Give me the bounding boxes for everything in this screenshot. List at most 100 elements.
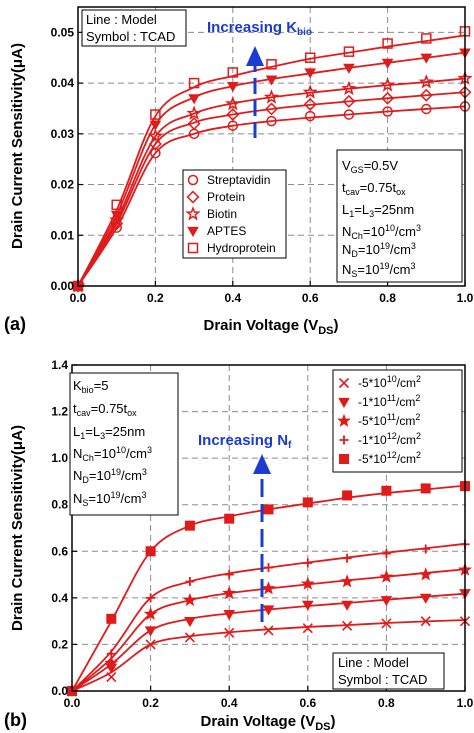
tcad-point — [224, 513, 235, 524]
legend-label: -5*1010/cm2 — [358, 374, 421, 390]
tcad-point — [301, 600, 314, 611]
tcad-point — [104, 655, 119, 669]
x-axis-title-a: Drain Voltage (VDS) — [203, 317, 338, 337]
info-line-symbol-a: Symbol : TCAD — [86, 29, 175, 44]
tcad-point — [185, 577, 195, 587]
tcad-point — [263, 504, 274, 515]
tcad-point — [341, 600, 353, 611]
legend-label: -1*1012/cm2 — [358, 431, 421, 447]
y-tick-label: 0.01 — [51, 228, 75, 242]
tcad-point — [381, 618, 392, 629]
tcad-point — [264, 563, 273, 573]
y-tick-label: 0.05 — [51, 25, 75, 39]
y-axis-title-b: Drain Current Sensitivity(μA) — [9, 425, 26, 631]
tcad-point — [420, 483, 431, 494]
tcad-point — [343, 46, 355, 57]
svg-text:VGS=0.5V: VGS=0.5V — [342, 158, 398, 175]
tcad-point — [421, 103, 432, 115]
y-tick-label: 0.4 — [51, 591, 68, 605]
panel-label-b: (b) — [4, 710, 27, 730]
param-lines-a: VGS=0.5V tcav=0.75tox L1=L3=25nm NCh=101… — [342, 158, 421, 279]
tcad-point — [380, 596, 393, 607]
x-tick-label: 0.2 — [142, 696, 159, 710]
tcad-point — [224, 627, 235, 638]
legend-marker — [185, 206, 201, 221]
legend-label: -5*1011/cm2 — [358, 412, 420, 428]
legend-marker — [338, 397, 350, 408]
tcad-point — [184, 617, 196, 628]
tcad-point — [223, 610, 236, 621]
tcad-point — [302, 623, 313, 634]
y-tick-label: 0.00 — [51, 279, 75, 293]
increasing-kbio-annotation: Increasing Kbio — [207, 19, 312, 138]
x-tick-label: 0.2 — [147, 291, 164, 305]
tcad-points-a — [70, 26, 473, 293]
legend-marker — [337, 413, 351, 427]
tcad-point — [150, 109, 161, 120]
x-tick-label: 0.6 — [299, 696, 316, 710]
tcad-point — [302, 84, 318, 99]
tcad-point — [226, 82, 239, 93]
y-tick-label: 0.04 — [51, 76, 75, 90]
tcad-point — [145, 546, 156, 557]
tcad-point — [265, 102, 278, 116]
ticks-b: 0.0 0.2 0.4 0.6 0.8 1.0 0.0 0.2 0.4 0.6 0.8 1.0 1.2 1… — [51, 358, 473, 710]
svg-text:ND=1019/cm3: ND=1019/cm3 — [73, 467, 147, 485]
tcad-point — [266, 59, 277, 70]
x-tick-label: 0.8 — [378, 696, 395, 710]
tcad-point — [106, 649, 116, 659]
param-box-a — [336, 149, 463, 283]
legend-label: Protein — [207, 190, 245, 204]
tcad-point — [304, 52, 316, 63]
panel-label-a: (a) — [4, 314, 26, 334]
legend-marker — [339, 435, 349, 445]
x-tick-label: 0.6 — [302, 291, 319, 305]
tcad-point — [147, 128, 163, 143]
legend-entries-a: Streptavidin Protein Biotin APTES Hydroprote… — [185, 173, 276, 255]
y-tick-label: 0.03 — [51, 127, 75, 141]
tcad-point — [342, 490, 353, 501]
tcad-point — [341, 80, 357, 96]
svg-text:Kbio=5: Kbio=5 — [73, 378, 109, 395]
tcad-point — [266, 115, 277, 127]
legend-marker — [187, 174, 199, 186]
tcad-point — [188, 94, 200, 105]
increasing-nf-annotation: Increasing Nf — [198, 432, 292, 622]
tcad-point — [263, 625, 274, 636]
svg-text:ND=1019/cm3: ND=1019/cm3 — [342, 241, 416, 259]
model-curve — [77, 105, 466, 287]
legend-marker — [187, 226, 199, 237]
tcad-point — [145, 639, 156, 650]
y-tick-label: 0.2 — [51, 637, 68, 651]
svg-text:tcav=0.75tox: tcav=0.75tox — [73, 401, 137, 418]
tcad-point — [304, 68, 317, 79]
tcad-point — [184, 632, 195, 643]
tcad-point — [144, 626, 157, 637]
tcad-point — [418, 567, 433, 581]
increasing-nf-arrow-head — [253, 454, 271, 474]
x-tick-label: 1.0 — [457, 696, 474, 710]
tcad-point — [143, 606, 158, 621]
y-tick-label: 0.0 — [51, 684, 68, 698]
tcad-point — [343, 109, 355, 120]
info-box-b — [332, 652, 445, 690]
tcad-point — [265, 75, 278, 86]
info-line-symbol-b: Symbol : TCAD — [338, 672, 427, 687]
y-tick-label: 0.02 — [51, 178, 75, 192]
tcad-points-b — [65, 481, 472, 697]
tcad-point — [227, 67, 239, 78]
tcad-point — [184, 520, 195, 531]
tcad-point — [342, 553, 352, 563]
increasing-kbio-text: Increasing Kbio — [207, 19, 312, 38]
legend-a — [182, 169, 287, 259]
y-tick-label: 1.0 — [51, 451, 68, 465]
x-axis-title-b: Drain Voltage (VDS) — [200, 713, 335, 733]
y-tick-label: 1.4 — [51, 358, 68, 372]
svg-text:NCh=1010/cm3: NCh=1010/cm3 — [342, 223, 421, 241]
tcad-point — [225, 95, 241, 111]
legend-marker — [186, 190, 200, 204]
x-tick-label: 0.0 — [64, 696, 81, 710]
tcad-point — [340, 574, 355, 588]
tcad-point — [304, 110, 316, 122]
legend-entries-b: -5*1010/cm2 -1*1011/cm2 -5*1011/cm2 -1*1012… — [337, 374, 421, 466]
